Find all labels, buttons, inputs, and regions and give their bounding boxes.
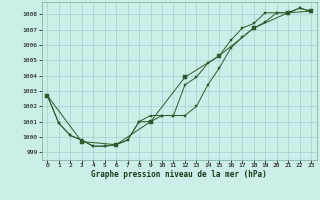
X-axis label: Graphe pression niveau de la mer (hPa): Graphe pression niveau de la mer (hPa) (91, 170, 267, 179)
